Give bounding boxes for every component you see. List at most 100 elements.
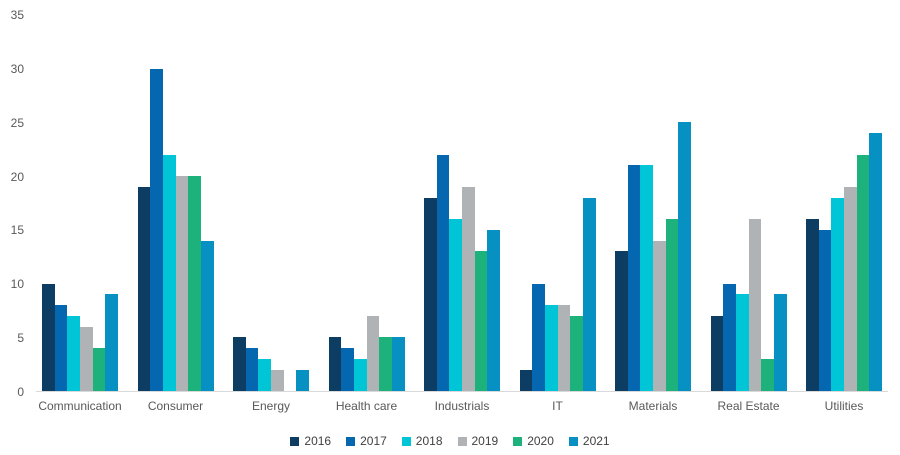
legend-item-2017: 2017 [346,434,387,448]
bar-communication-2018 [67,315,81,391]
bar-group-real-estate: Real Estate [710,15,787,413]
category-label-utilities: Utilities [824,399,864,413]
bar-real-estate-2019 [748,219,762,391]
bar-energy-2018 [258,358,272,391]
bar-group-it: IT [519,15,596,413]
legend-label: 2019 [471,434,499,448]
bar-it-2019 [557,305,571,391]
category-label-energy: Energy [251,399,291,413]
bar-materials-2017 [627,165,641,391]
y-axis-tick-label-30: 30 [10,61,24,76]
bar-health-care-2019 [366,315,380,391]
legend-label: 2018 [415,434,443,448]
bar-health-care-2017 [341,348,354,391]
bar-consumer-2020 [188,176,201,391]
bar-group-energy: Energy [233,15,310,413]
y-axis-tick-label-25: 25 [10,115,24,130]
bar-materials-2021 [678,122,692,391]
bar-group-consumer: Consumer [137,15,214,413]
legend-swatch-icon [290,436,300,446]
bar-industrials-2019 [462,186,475,391]
bar-group-industrials: Industrials [424,15,501,413]
category-label-it: IT [552,399,563,413]
legend-swatch-icon [346,436,356,446]
category-label-health-care: Health care [335,399,398,413]
legend-swatch-icon [568,436,578,446]
bar-communication-2021 [105,294,119,391]
bar-health-care-2016 [328,337,342,391]
bar-it-2021 [582,197,596,391]
bar-health-care-2021 [391,337,405,391]
bar-utilities-2019 [844,186,857,391]
bar-utilities-2020 [856,154,870,391]
category-label-industrials: Industrials [434,399,490,413]
legend-label: 2017 [360,434,387,448]
bar-health-care-2018 [353,358,367,391]
bar-industrials-2020 [474,251,488,391]
bar-utilities-2016 [806,219,819,391]
bar-materials-2019 [653,240,666,391]
legend-item-2019: 2019 [457,434,499,448]
bar-consumer-2021 [200,240,214,391]
legend-label: 2016 [304,434,332,448]
bar-energy-2019 [271,369,284,391]
bar-it-2018 [544,305,558,391]
bar-consumer-2017 [150,68,163,391]
bar-it-2020 [570,315,583,391]
bar-utilities-2018 [831,197,845,391]
bar-real-estate-2017 [723,283,736,391]
bar-materials-2016 [615,251,628,391]
bar-real-estate-2016 [710,315,724,391]
bar-energy-2017 [245,348,259,391]
bar-group-utilities: Utilities [806,15,883,413]
legend-swatch-icon [513,436,523,446]
bar-communication-2016 [42,283,55,391]
bar-it-2016 [519,369,533,391]
y-axis-tick-label-35: 35 [10,8,24,22]
bar-health-care-2020 [379,337,392,391]
bar-industrials-2018 [449,219,463,391]
legend-swatch-icon [401,436,411,446]
y-axis-tick-label-15: 15 [10,223,24,238]
category-label-communication: Communication [38,399,122,413]
y-axis-tick-label-0: 0 [17,385,24,399]
legend-label: 2021 [582,434,610,448]
legend-item-2016: 2016 [290,434,331,448]
legend: 2016 2017 2018 2019 2020 2021 [0,434,900,448]
legend-item-2018: 2018 [401,434,443,448]
category-label-real-estate: Real Estate [717,399,780,413]
bar-group-health-care: Health care [328,15,405,413]
y-axis-tick-label-5: 5 [17,331,24,346]
bar-energy-2021 [296,369,310,391]
plot-area: Communication Consumer Energy Health care In… [36,15,888,413]
bar-materials-2018 [640,165,654,391]
category-label-materials: Materials [628,399,678,413]
bar-industrials-2017 [436,154,450,391]
bar-materials-2020 [665,219,679,391]
bar-real-estate-2018 [735,294,749,391]
bar-industrials-2021 [487,229,501,391]
y-axis-tick-label-20: 20 [10,169,24,184]
legend-item-2020: 2020 [513,434,554,448]
bar-industrials-2016 [424,197,437,391]
bar-energy-2016 [233,337,246,391]
legend-label: 2020 [527,434,554,448]
bar-communication-2020 [92,348,106,391]
bar-communication-2019 [80,326,93,391]
legend-item-2021: 2021 [568,434,610,448]
bar-communication-2017 [54,305,68,391]
bar-consumer-2019 [175,176,189,391]
bar-utilities-2021 [869,133,883,391]
legend-swatch-icon [457,436,467,446]
bar-group-materials: Materials [615,15,692,413]
bar-consumer-2016 [137,186,151,391]
bar-real-estate-2021 [773,294,787,391]
bar-real-estate-2020 [761,358,774,391]
bar-group-communication: Communication [38,15,122,413]
category-label-consumer: Consumer [147,399,204,413]
bar-it-2017 [532,283,545,391]
bar-consumer-2018 [162,154,176,391]
bar-utilities-2017 [818,229,832,391]
y-axis-tick-label-10: 10 [10,277,24,292]
